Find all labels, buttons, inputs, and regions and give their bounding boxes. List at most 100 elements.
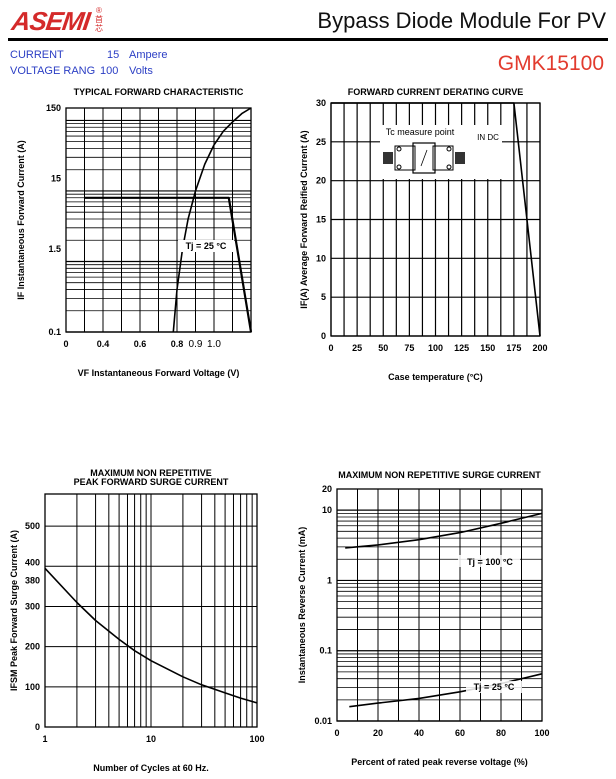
module-hole <box>396 164 402 170</box>
chart-reverse: MAXIMUM NON REPETITIVE SURGE CURRENT 0 20 4… <box>297 470 550 767</box>
x-tick-label: 0.8 <box>171 339 184 349</box>
x-tick-label: 40 <box>414 728 424 738</box>
module-hole <box>446 146 452 152</box>
series-line <box>84 196 253 333</box>
x-tick-label: 100 <box>534 728 549 738</box>
chart-title: TYPICAL FORWARD CHARACTERISTIC <box>74 87 244 97</box>
y-tick-label: 300 <box>25 601 40 611</box>
y-tick-label: 15 <box>316 215 326 225</box>
module-terminal <box>383 152 393 164</box>
module-terminal <box>455 152 465 164</box>
spec-voltage-unit: Volts <box>129 65 153 77</box>
document-title: Bypass Diode Module For PV <box>317 8 606 33</box>
x-tick-label: 1.0 <box>207 339 221 350</box>
x-tick-label: 125 <box>454 343 469 353</box>
part-number: GMK15100 <box>497 52 604 75</box>
annotation-label: Tj = 25 °C <box>474 682 515 692</box>
spec-voltage-value: 100 <box>100 65 119 77</box>
x-tick-label: 20 <box>373 728 383 738</box>
y-tick-label: 1.5 <box>48 244 61 254</box>
x-tick-label: 60 <box>455 728 465 738</box>
x-axis-label: VF Instantaneous Forward Voltage (V) <box>78 368 240 378</box>
spec-current-label: CURRENT <box>10 49 64 61</box>
plot-frame <box>44 493 258 728</box>
y-tick-label: 0.1 <box>48 327 61 337</box>
x-tick-label: 175 <box>506 343 521 353</box>
module-diagram-icon <box>383 142 465 174</box>
annotation-bg <box>466 681 522 693</box>
y-tick-label: 0 <box>35 722 40 732</box>
y-tick-label: 5 <box>321 292 326 302</box>
x-tick-label: 1 <box>42 734 47 744</box>
y-tick-label: 100 <box>25 682 40 692</box>
plot-frame <box>336 488 543 722</box>
series-line <box>172 107 252 333</box>
x-tick-label: 25 <box>352 343 362 353</box>
series-line <box>44 567 258 704</box>
measure-pointer <box>420 149 428 167</box>
y-tick-label: 20 <box>316 176 326 186</box>
y-tick-label: 20 <box>322 484 332 494</box>
x-tick-label: 150 <box>480 343 495 353</box>
x-axis-label: Percent of rated peak reverse voltage (%… <box>351 757 528 767</box>
annotation-bg <box>178 240 234 252</box>
module-body <box>394 145 416 171</box>
y-tick-label: 500 <box>25 521 40 531</box>
spec-current-unit: Ampere <box>129 49 168 61</box>
x-tick-label: 0.4 <box>97 339 110 349</box>
series-line <box>345 512 543 549</box>
x-tick-label: 200 <box>532 343 547 353</box>
header-rule <box>8 38 608 41</box>
annotation-label: IN DC <box>477 133 499 142</box>
x-tick-label: 50 <box>378 343 388 353</box>
x-tick-label: 80 <box>496 728 506 738</box>
y-tick-label: 1 <box>327 575 332 585</box>
y-tick-label: 380 <box>25 575 40 585</box>
x-tick-label: 0 <box>328 343 333 353</box>
plot-frame <box>65 107 252 333</box>
chart-fwd: TYPICAL FORWARD CHARACTERISTIC 0 0.4 0.6 0.8… <box>16 87 253 378</box>
module-body <box>432 145 454 171</box>
logo-cn-char: 芯 <box>95 24 103 33</box>
x-tick-label: 75 <box>404 343 414 353</box>
spec-current-value: 15 <box>107 49 120 61</box>
y-tick-label: 25 <box>316 137 326 147</box>
annotation-bg <box>472 131 500 141</box>
logo-cn-char: 首 <box>95 15 103 24</box>
chart-title: PEAK FORWARD SURGE CURRENT <box>74 477 229 487</box>
annotation-bg <box>458 555 520 567</box>
series-line <box>331 102 541 337</box>
spec-voltage-label: VOLTAGE RANG <box>10 65 96 77</box>
x-tick-label: 0.6 <box>134 339 147 349</box>
module-hole <box>446 164 452 170</box>
y-tick-label: 0.01 <box>314 716 332 726</box>
y-tick-label: 15 <box>51 174 61 184</box>
x-tick-label: 0.9 <box>189 339 203 350</box>
x-axis-label: Case temperature (°C) <box>388 372 483 382</box>
brand-logo-cn: ® 首 芯 <box>94 6 104 33</box>
x-tick-label: 0 <box>334 728 339 738</box>
module-hole <box>396 146 402 152</box>
chart-title: MAXIMUM NON REPETITIVE SURGE CURRENT <box>338 470 541 480</box>
y-tick-label: 30 <box>316 98 326 108</box>
registered-mark: ® <box>96 6 102 15</box>
annotation-label: Tj = 25 °C <box>186 241 227 251</box>
x-tick-label: 100 <box>428 343 443 353</box>
y-tick-label: 10 <box>322 505 332 515</box>
y-axis-label: Instantaneous Reverse Current (mA) <box>297 527 307 684</box>
x-tick-label: 10 <box>146 734 156 744</box>
y-axis-label: IF(A) Average Forward Reified Current (A… <box>299 130 309 308</box>
y-tick-label: 0.1 <box>319 646 332 656</box>
chart-title: FORWARD CURRENT DERATING CURVE <box>348 87 524 97</box>
annotation-label: Tc measure point <box>386 127 455 137</box>
y-axis-label: IF Instantaneous Forward Current (A) <box>16 140 26 300</box>
x-tick-label: 0 <box>63 339 68 349</box>
y-tick-label: 10 <box>316 253 326 263</box>
y-tick-label: 200 <box>25 642 40 652</box>
y-tick-label: 150 <box>46 103 61 113</box>
annotation-label: Tj = 100 °C <box>467 557 513 567</box>
y-tick-label: 0 <box>321 331 326 341</box>
